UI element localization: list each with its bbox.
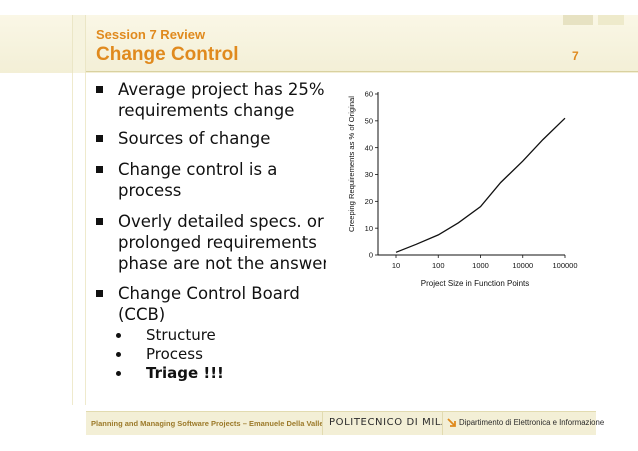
y-tick-label: 20: [365, 197, 373, 206]
y-tick-label: 60: [365, 90, 373, 99]
y-tick-label: 10: [365, 224, 373, 233]
y-tick-label: 30: [365, 170, 373, 179]
university-logo-text: POLITECNICO DI MILANO: [329, 417, 466, 428]
bullet-1-line-2: requirements change: [118, 101, 295, 120]
header-divider: [86, 71, 638, 72]
department-arrow-icon: [447, 418, 456, 427]
x-tick-label: 1000: [472, 261, 489, 270]
session-label: Session 7 Review: [96, 27, 206, 42]
sub-bullet-process: Process: [146, 345, 203, 363]
bullet-square-icon: [96, 218, 103, 225]
sub-bullet-dot-icon: [116, 352, 121, 357]
sub-bullet-dot-icon: [116, 333, 121, 338]
x-tick-label: 100000: [552, 261, 577, 270]
y-tick-label: 40: [365, 143, 373, 152]
footer-university-panel: [322, 411, 442, 435]
header-decor-block: [563, 15, 593, 25]
bullet-2-line-1: Sources of change: [118, 129, 271, 148]
page-number: 7: [572, 49, 579, 63]
bullet-4-line-3: phase are not the answer: [118, 254, 326, 273]
header-band: [0, 15, 638, 73]
left-guide-strip: [72, 73, 86, 405]
requirements-creep-chart: 0 10 20 30 40 50 60 10 100 1000 10000 100000 Creep…: [347, 90, 578, 288]
bullet-3-line-2: process: [118, 181, 182, 200]
bullet-1-line-1: Average project has 25%: [118, 80, 325, 99]
x-tick-label: 10: [392, 261, 400, 270]
x-tick-label: 100: [432, 261, 445, 270]
x-tick-label: 10000: [512, 261, 533, 270]
slide-title: Change Control: [96, 44, 239, 65]
bullet-4-line-2: prolonged requirements: [118, 233, 317, 252]
sub-bullet-structure: Structure: [146, 326, 216, 344]
bullet-3-line-1: Change control is a: [118, 160, 278, 179]
bullet-square-icon: [96, 290, 103, 297]
footer-department-panel: [442, 411, 596, 435]
bullet-square-icon: [96, 135, 103, 142]
x-tick-labels: 10 100 1000 10000 100000: [392, 255, 578, 270]
header-decor-block-2: [598, 15, 624, 25]
bullet-4-line-1: Overly detailed specs. or: [118, 212, 324, 231]
footer-course-panel: [86, 411, 322, 435]
bullet-square-icon: [96, 86, 103, 93]
bullet-square-icon: [96, 166, 103, 173]
x-axis-label: Project Size in Function Points: [421, 279, 530, 288]
sub-bullet-dot-icon: [116, 371, 121, 376]
chart-axes: [377, 92, 565, 256]
y-axis-label: Creeping Requirements as % of Original: [347, 96, 356, 232]
y-tick-label: 50: [365, 116, 373, 125]
sub-bullet-triage: Triage !!!: [146, 364, 224, 382]
y-tick-label: 0: [369, 251, 373, 260]
bullet-list: Average project has 25% requirements cha…: [96, 78, 326, 398]
department-name: Dipartimento di Elettronica e Informazio…: [459, 418, 605, 427]
bullet-5-line-2: (CCB): [118, 305, 166, 324]
y-tick-labels: 0 10 20 30 40 50 60: [365, 90, 378, 260]
footer-course: Planning and Managing Software Projects …: [91, 419, 324, 428]
header-left-strip: [72, 15, 86, 73]
series-line: [395, 117, 566, 253]
bullet-5-line-1: Change Control Board: [118, 284, 300, 303]
